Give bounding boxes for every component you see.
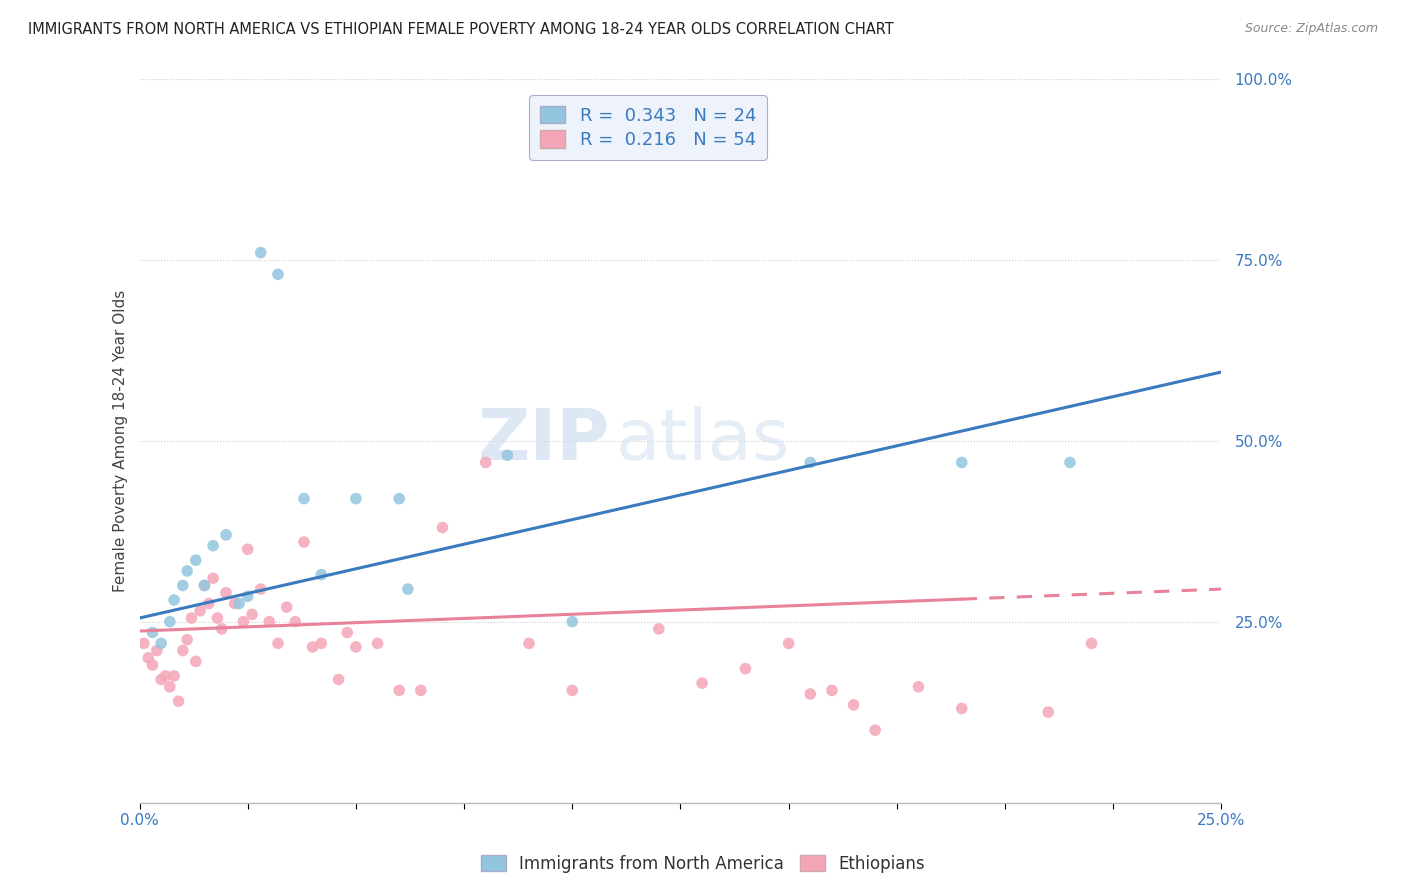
Point (474, 455, 496, 469)
Point (167, 694, 190, 708)
Point (132, 636, 155, 650)
Text: ZIP: ZIP (478, 406, 610, 475)
Point (367, 636, 389, 650)
Point (202, 539, 225, 553)
Point (301, 640, 323, 654)
Point (141, 625, 163, 640)
Y-axis label: Female Poverty Among 18-24 Year Olds: Female Poverty Among 18-24 Year Olds (114, 290, 128, 592)
Point (249, 582, 271, 596)
Point (267, 636, 290, 650)
Point (163, 593, 186, 607)
Point (432, 520, 454, 534)
Point (193, 578, 215, 592)
Point (328, 673, 350, 687)
Point (388, 491, 411, 506)
Point (172, 578, 194, 592)
Point (136, 650, 159, 665)
Point (863, 723, 886, 738)
Point (276, 600, 298, 615)
Point (336, 625, 359, 640)
Point (648, 622, 671, 636)
Point (259, 615, 281, 629)
Point (690, 676, 713, 690)
Point (734, 662, 756, 676)
Legend: R =  0.343   N = 24, R =  0.216   N = 54: R = 0.343 N = 24, R = 0.216 N = 54 (529, 95, 766, 160)
Point (146, 643, 169, 657)
Point (197, 597, 219, 611)
Point (292, 491, 315, 506)
Point (950, 701, 973, 715)
Point (561, 615, 583, 629)
Point (159, 615, 181, 629)
Point (236, 590, 259, 604)
Point (821, 683, 844, 698)
Point (778, 636, 800, 650)
Point (193, 578, 215, 592)
Legend: Immigrants from North America, Ethiopians: Immigrants from North America, Ethiopian… (474, 848, 932, 880)
Text: atlas: atlas (616, 406, 790, 475)
Point (207, 611, 229, 625)
Point (907, 680, 929, 694)
Point (311, 636, 333, 650)
Point (344, 640, 367, 654)
Point (409, 683, 432, 698)
Point (842, 698, 865, 712)
Point (1038, 705, 1060, 719)
Point (176, 564, 198, 578)
Point (184, 655, 207, 669)
Point (344, 491, 367, 506)
Text: Source: ZipAtlas.com: Source: ZipAtlas.com (1244, 22, 1378, 36)
Point (1080, 636, 1102, 650)
Point (950, 455, 973, 469)
Point (240, 607, 263, 622)
Point (180, 611, 202, 625)
Point (150, 673, 173, 687)
Point (176, 632, 198, 647)
Point (236, 542, 259, 557)
Text: IMMIGRANTS FROM NORTH AMERICA VS ETHIOPIAN FEMALE POVERTY AMONG 18-24 YEAR OLDS : IMMIGRANTS FROM NORTH AMERICA VS ETHIOPI… (28, 22, 894, 37)
Point (224, 597, 246, 611)
Point (211, 622, 233, 636)
Point (396, 582, 419, 596)
Point (172, 643, 194, 657)
Point (232, 615, 254, 629)
Point (496, 448, 519, 462)
Point (292, 535, 315, 549)
Point (202, 571, 225, 585)
Point (228, 597, 250, 611)
Point (188, 604, 211, 618)
Point (284, 615, 307, 629)
Point (155, 669, 177, 683)
Point (150, 636, 173, 650)
Point (141, 658, 163, 673)
Point (215, 528, 238, 542)
Point (799, 687, 821, 701)
Point (517, 636, 540, 650)
Point (267, 268, 290, 282)
Point (1059, 455, 1081, 469)
Point (215, 585, 238, 599)
Point (311, 567, 333, 582)
Point (159, 680, 181, 694)
Point (561, 683, 583, 698)
Point (249, 245, 271, 260)
Point (388, 683, 411, 698)
Point (163, 669, 186, 683)
Point (184, 553, 207, 567)
Point (799, 455, 821, 469)
